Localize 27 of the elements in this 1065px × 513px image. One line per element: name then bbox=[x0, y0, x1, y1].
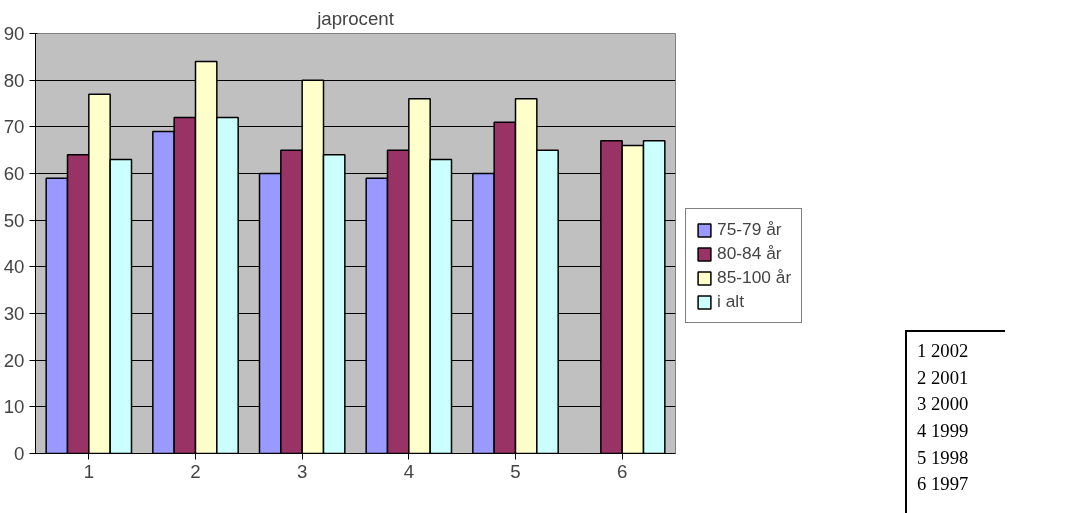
y-tick-label: 70 bbox=[3, 116, 25, 138]
y-tick-label: 90 bbox=[3, 23, 25, 44]
chart-title: japrocent bbox=[316, 7, 395, 29]
y-tick-label: 80 bbox=[3, 69, 25, 91]
text: 2 2001 bbox=[917, 366, 969, 388]
text: 4 1999 bbox=[917, 420, 969, 442]
x-tick-label: 6 bbox=[616, 460, 628, 482]
x-tick-label: 5 bbox=[510, 460, 521, 482]
legend-label: 80-84 år bbox=[717, 243, 782, 264]
y-tick-label: 0 bbox=[14, 443, 25, 464]
x-tick-label: 4 bbox=[403, 460, 415, 482]
y-tick-label: 40 bbox=[3, 256, 25, 278]
legend-label: 75-79 år bbox=[717, 219, 782, 240]
y-tick-label: 30 bbox=[3, 303, 25, 324]
y-tick-label: 20 bbox=[3, 349, 25, 371]
legend-label: 85-100 år bbox=[717, 267, 792, 288]
x-tick-label: 3 bbox=[296, 460, 308, 482]
y-tick-label: 10 bbox=[3, 396, 25, 418]
text: 1 2002 bbox=[917, 340, 969, 361]
x-tick-label: 2 bbox=[190, 460, 201, 482]
text: 5 1998 bbox=[917, 446, 969, 468]
x-tick-label: 1 bbox=[83, 460, 95, 482]
y-tick-label: 60 bbox=[3, 163, 25, 184]
y-tick-label: 50 bbox=[3, 209, 25, 231]
legend-label: i alt bbox=[717, 291, 744, 312]
text: 6 1997 bbox=[917, 473, 969, 495]
text: 3 2000 bbox=[917, 393, 969, 415]
